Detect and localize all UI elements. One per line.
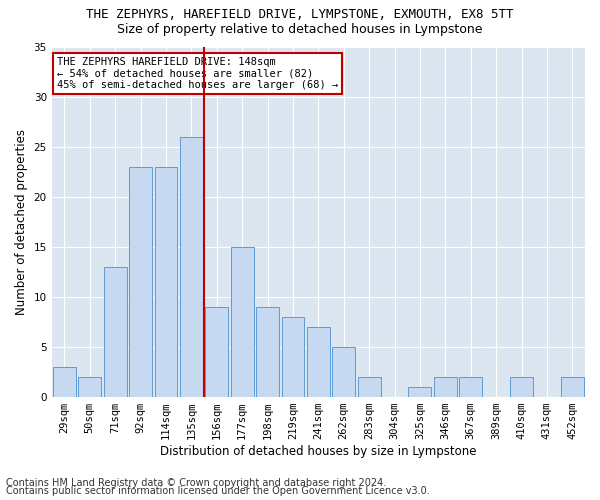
Bar [561,376,584,396]
Text: THE ZEPHYRS, HAREFIELD DRIVE, LYMPSTONE, EXMOUTH, EX8 5TT: THE ZEPHYRS, HAREFIELD DRIVE, LYMPSTONE,… [86,8,514,20]
Text: THE ZEPHYRS HAREFIELD DRIVE: 148sqm
← 54% of detached houses are smaller (82)
45: THE ZEPHYRS HAREFIELD DRIVE: 148sqm ← 54… [57,57,338,90]
Bar [79,376,101,396]
Bar [281,316,304,396]
X-axis label: Distribution of detached houses by size in Lympstone: Distribution of detached houses by size … [160,444,476,458]
Bar [332,346,355,397]
Bar [434,376,457,396]
Bar [307,326,330,396]
Bar [231,246,254,396]
Bar [205,306,228,396]
Bar [104,266,127,396]
Bar [510,376,533,396]
Bar [459,376,482,396]
Bar [358,376,380,396]
Bar [129,166,152,396]
Bar [409,386,431,396]
Bar [180,136,203,396]
Y-axis label: Number of detached properties: Number of detached properties [15,128,28,314]
Bar [53,366,76,396]
Text: Size of property relative to detached houses in Lympstone: Size of property relative to detached ho… [117,22,483,36]
Bar [155,166,178,396]
Text: Contains public sector information licensed under the Open Government Licence v3: Contains public sector information licen… [6,486,430,496]
Text: Contains HM Land Registry data © Crown copyright and database right 2024.: Contains HM Land Registry data © Crown c… [6,478,386,488]
Bar [256,306,279,396]
